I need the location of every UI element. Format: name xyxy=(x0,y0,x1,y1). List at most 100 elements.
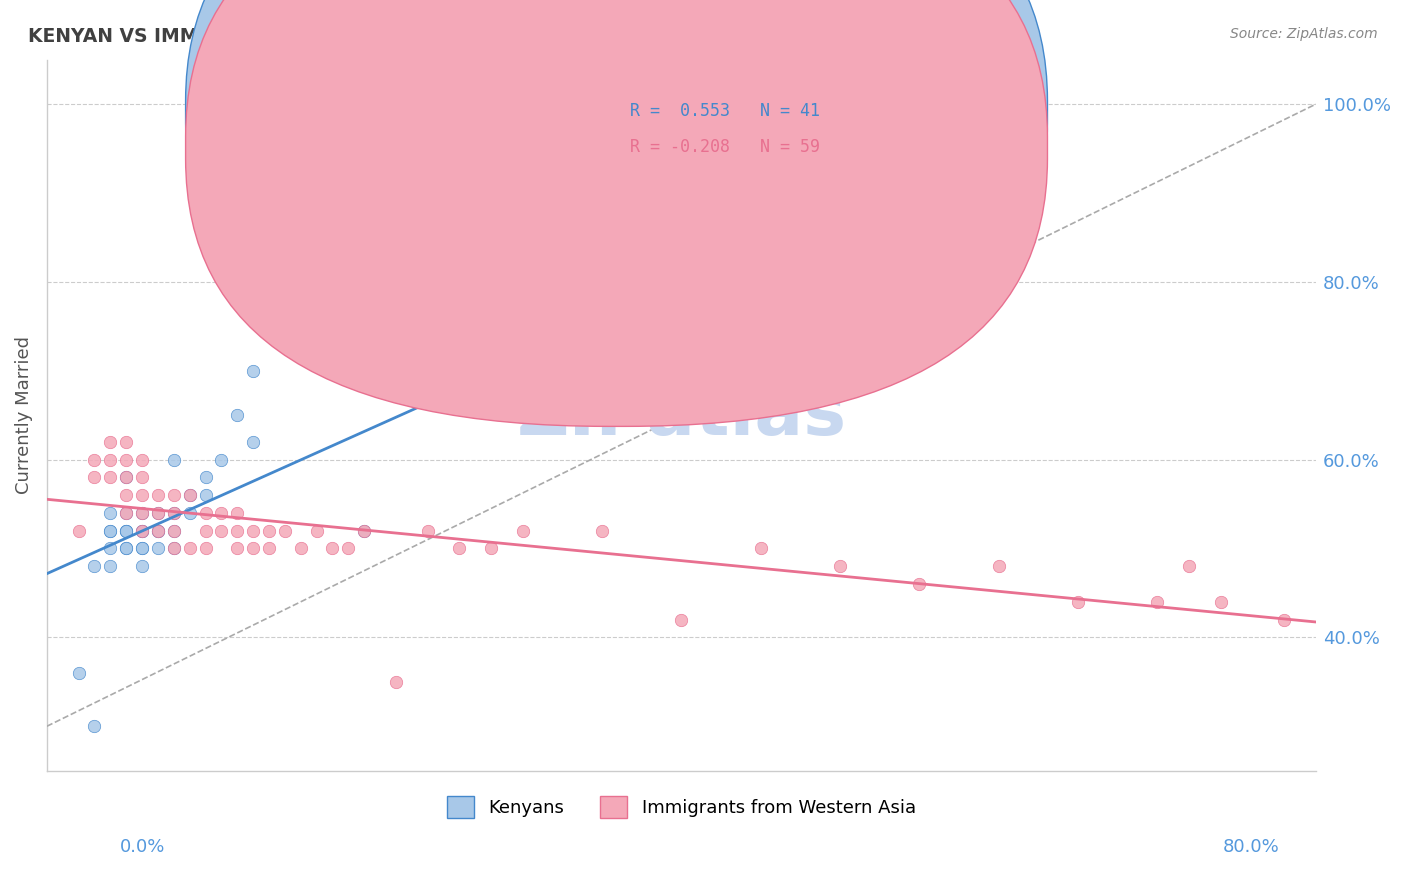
Point xyxy=(146,524,169,538)
Point xyxy=(305,524,328,538)
Point xyxy=(1146,595,1168,609)
Point xyxy=(83,719,105,733)
Point xyxy=(115,506,138,520)
Point xyxy=(179,506,201,520)
Point xyxy=(353,524,375,538)
Point xyxy=(321,541,343,556)
Point xyxy=(179,541,201,556)
Point xyxy=(1178,559,1201,574)
Point xyxy=(257,524,280,538)
Point xyxy=(257,541,280,556)
Point xyxy=(194,470,217,484)
Point xyxy=(98,524,121,538)
Point xyxy=(226,524,249,538)
Point xyxy=(179,488,201,502)
Point xyxy=(115,470,138,484)
Point xyxy=(98,559,121,574)
Point xyxy=(131,524,153,538)
Point xyxy=(146,488,169,502)
Point xyxy=(416,524,439,538)
Point xyxy=(146,524,169,538)
Point xyxy=(146,506,169,520)
Point xyxy=(67,524,90,538)
Point xyxy=(226,506,249,520)
Point xyxy=(163,452,186,467)
Text: KENYAN VS IMMIGRANTS FROM WESTERN ASIA CURRENTLY MARRIED CORRELATION CHART: KENYAN VS IMMIGRANTS FROM WESTERN ASIA C… xyxy=(28,27,990,45)
Point xyxy=(98,524,121,538)
Point xyxy=(449,541,471,556)
Point xyxy=(98,470,121,484)
Point xyxy=(131,470,153,484)
Point xyxy=(908,577,931,591)
Point xyxy=(98,506,121,520)
Point xyxy=(479,541,502,556)
Point xyxy=(194,541,217,556)
Legend: Kenyans, Immigrants from Western Asia: Kenyans, Immigrants from Western Asia xyxy=(440,789,924,826)
Text: Source: ZipAtlas.com: Source: ZipAtlas.com xyxy=(1230,27,1378,41)
Point xyxy=(115,541,138,556)
Text: R =  0.553   N = 41: R = 0.553 N = 41 xyxy=(630,103,820,120)
Point xyxy=(146,541,169,556)
Point xyxy=(163,488,186,502)
Point xyxy=(209,524,232,538)
Point xyxy=(115,434,138,449)
Point xyxy=(290,541,312,556)
Point xyxy=(83,559,105,574)
Point xyxy=(131,541,153,556)
Point xyxy=(131,488,153,502)
Point xyxy=(115,488,138,502)
Point xyxy=(98,452,121,467)
Point xyxy=(1209,595,1232,609)
Point xyxy=(83,452,105,467)
Point xyxy=(242,364,264,378)
Point xyxy=(830,559,852,574)
Point xyxy=(163,506,186,520)
Point xyxy=(146,506,169,520)
Point xyxy=(115,470,138,484)
Point xyxy=(591,364,613,378)
Point xyxy=(146,524,169,538)
Point xyxy=(987,559,1010,574)
Point xyxy=(512,524,534,538)
Point xyxy=(591,524,613,538)
Point xyxy=(115,524,138,538)
Point xyxy=(131,506,153,520)
Point xyxy=(385,674,408,689)
Point xyxy=(194,524,217,538)
Point xyxy=(115,524,138,538)
Point xyxy=(131,541,153,556)
Point xyxy=(749,541,772,556)
Text: 0.0%: 0.0% xyxy=(120,838,165,855)
Point xyxy=(830,293,852,307)
Point xyxy=(98,541,121,556)
Point xyxy=(163,524,186,538)
Point xyxy=(1067,595,1090,609)
Point xyxy=(163,541,186,556)
Point xyxy=(671,613,693,627)
Point xyxy=(131,559,153,574)
Point xyxy=(194,488,217,502)
Point xyxy=(1272,613,1295,627)
Point xyxy=(226,541,249,556)
Point xyxy=(353,524,375,538)
Point xyxy=(242,434,264,449)
Text: R = -0.208   N = 59: R = -0.208 N = 59 xyxy=(630,138,820,156)
Point xyxy=(163,506,186,520)
Point xyxy=(209,506,232,520)
Y-axis label: Currently Married: Currently Married xyxy=(15,336,32,494)
Point xyxy=(131,506,153,520)
Point xyxy=(337,541,360,556)
Point xyxy=(194,506,217,520)
Point xyxy=(115,524,138,538)
Point xyxy=(131,452,153,467)
Point xyxy=(115,452,138,467)
Point xyxy=(163,524,186,538)
Point xyxy=(67,665,90,680)
Point xyxy=(479,203,502,218)
Text: 80.0%: 80.0% xyxy=(1223,838,1279,855)
Point xyxy=(242,524,264,538)
Point xyxy=(115,541,138,556)
Point xyxy=(163,541,186,556)
Point xyxy=(83,470,105,484)
Point xyxy=(179,488,201,502)
